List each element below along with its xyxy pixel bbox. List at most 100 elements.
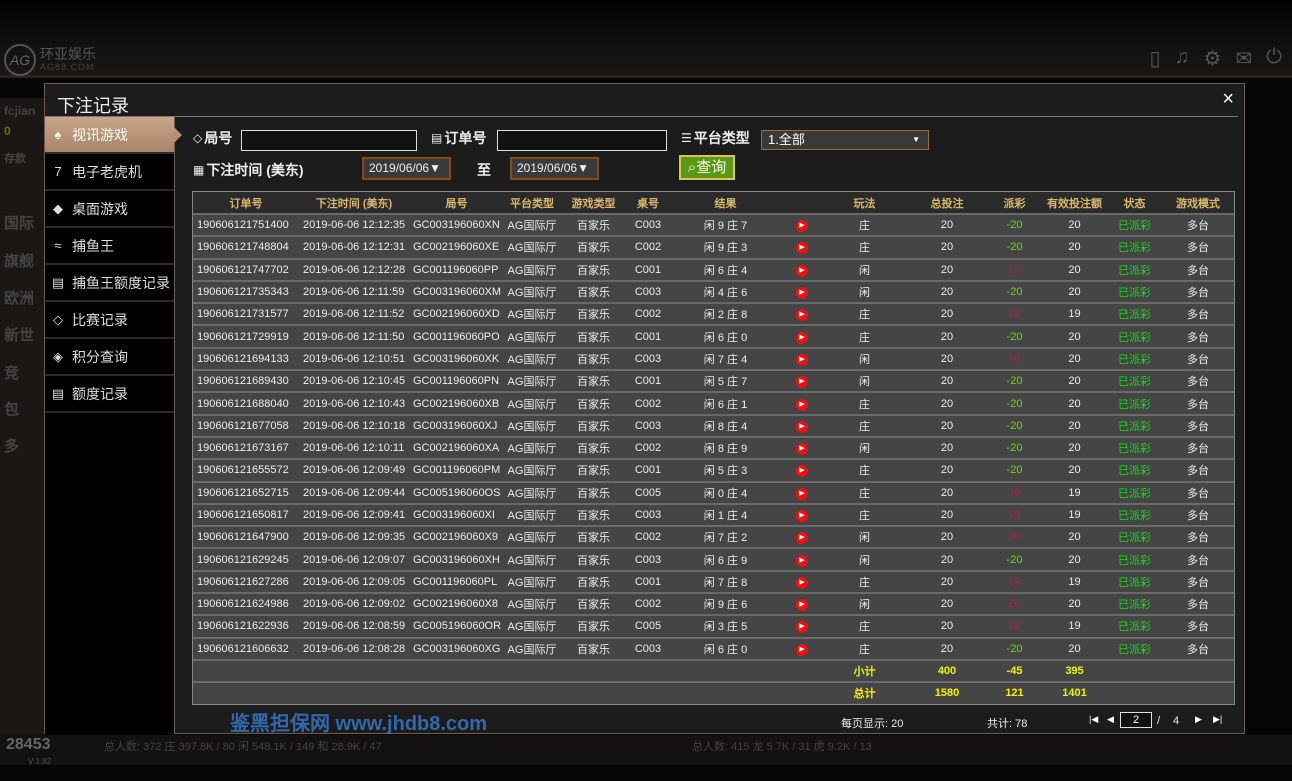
gear-icon[interactable]: ⚙ [1203,48,1222,70]
sidebar-item-label: 电子老虎机 [72,163,142,180]
game-type: 百家乐 [560,480,627,504]
date-to: 2019/06/06 [517,161,578,175]
sidebar-item[interactable]: ▤ 额度记录 [45,376,174,413]
replay-cell: ▶ [782,502,822,527]
table-id: C002 [627,435,669,460]
order-input[interactable] [497,130,667,151]
status: 已派彩 [1107,525,1162,549]
game-type: 百家乐 [560,212,627,237]
column-header: 桌号 [627,192,669,214]
table-id: C001 [627,569,669,594]
payout: 20 [987,257,1042,281]
phone-icon[interactable]: ▯ [1149,48,1161,70]
round-id: GC002196060X8 [409,592,504,616]
table-id: C002 [627,302,669,326]
empty-cell [193,680,822,704]
date-to-picker[interactable]: 2019/06/06▼ [510,157,599,180]
total-bet: 20 [907,413,987,437]
result: 闲 9 庄 3 [669,235,782,259]
total-bet: 20 [907,547,987,571]
sidebar-item[interactable]: ◆ 桌面游戏 [45,191,174,228]
sidebar-item[interactable]: ◇ 比赛记录 [45,302,174,339]
bet-time: 2019-06-06 12:12:28 [299,257,409,281]
play-video-icon[interactable]: ▶ [796,353,808,366]
first-page-icon[interactable]: |◀ [1089,714,1099,724]
play-video-icon[interactable]: ▶ [796,465,808,478]
play-video-icon[interactable]: ▶ [796,264,808,277]
payout: -20 [987,458,1042,482]
chat-icon[interactable]: ✉ [1235,48,1253,70]
bet-time: 2019-06-06 12:11:59 [299,279,409,304]
next-page-icon[interactable]: ▶ [1195,714,1202,724]
play-video-icon[interactable]: ▶ [796,220,808,233]
payout: 20 [987,525,1042,549]
play-video-icon[interactable]: ▶ [796,599,808,612]
prev-page-icon[interactable]: ◀ [1107,714,1114,724]
play-video-icon[interactable]: ▶ [796,376,808,389]
play-video-icon[interactable]: ▶ [796,443,808,456]
order-id: 190606121627286 [193,569,299,594]
platform-select[interactable]: 1.全部 ▼ [761,130,929,150]
total-valid-bet: 1401 [1042,680,1107,704]
play-video-icon[interactable]: ▶ [796,576,808,589]
round-id: GC001196060PP [409,257,504,281]
game-mode: 多台 [1162,279,1234,304]
play-video-icon[interactable]: ▶ [796,331,808,344]
platform: AG国际厅 [504,569,560,594]
sidebar-item[interactable]: ♠ 视讯游戏 [45,117,182,154]
round-input[interactable] [241,130,417,151]
query-button[interactable]: ⌕查询 [679,155,735,180]
page-input[interactable] [1120,712,1152,728]
total-total-bet: 1580 [907,680,987,704]
replay-cell: ▶ [782,324,822,348]
play-video-icon[interactable]: ▶ [796,554,808,567]
play-type: 闲 [822,435,907,460]
order-id: 190606121673167 [193,435,299,460]
play-video-icon[interactable]: ▶ [796,242,808,255]
column-header: 游戏模式 [1162,192,1234,214]
date-from-picker[interactable]: 2019/06/06▼ [362,157,451,180]
play-video-icon[interactable]: ▶ [796,487,808,500]
bet-time: 2019-06-06 12:10:45 [299,369,409,393]
column-header [782,192,822,214]
bg-menu: 竞 [4,365,20,382]
valid-bet: 20 [1042,547,1107,571]
music-icon[interactable]: ♫ [1174,46,1190,68]
play-video-icon[interactable]: ▶ [796,532,808,545]
total-payout: 121 [987,680,1042,704]
game-type: 百家乐 [560,547,627,571]
bet-time: 2019-06-06 12:10:51 [299,346,409,371]
status: 已派彩 [1107,346,1162,371]
play-video-icon[interactable]: ▶ [796,287,808,300]
sidebar-item[interactable]: ◈ 积分查询 [45,339,174,376]
last-page-icon[interactable]: ▶| [1213,714,1223,724]
table-id: C002 [627,235,669,259]
valid-bet: 20 [1042,391,1107,415]
power-icon[interactable]: ⏻ [1266,46,1282,68]
play-video-icon[interactable]: ▶ [796,309,808,322]
sidebar-item[interactable]: 7 电子老虎机 [45,154,174,191]
play-video-icon[interactable]: ▶ [796,420,808,433]
order-id: 190606121748804 [193,235,299,259]
sidebar-item[interactable]: ≈ 捕鱼王 [45,228,174,265]
top-bar: AG 环亚娱乐 AG88.COM ▯ ♫ ⚙ ✉ ⏻ [0,0,1292,78]
status: 已派彩 [1107,369,1162,393]
platform: AG国际厅 [504,614,560,638]
round-id: GC001196060PM [409,458,504,482]
modal-title: 下注记录 [57,96,129,116]
close-icon[interactable]: × [1222,88,1234,110]
play-video-icon[interactable]: ▶ [796,643,808,656]
play-video-icon[interactable]: ▶ [796,510,808,522]
replay-cell: ▶ [782,369,822,393]
play-video-icon[interactable]: ▶ [796,398,808,411]
bet-time: 2019-06-06 12:09:49 [299,458,409,482]
play-video-icon[interactable]: ▶ [796,621,808,634]
sidebar-item[interactable]: ▤ 捕鱼王额度记录 [45,265,174,302]
game-mode: 多台 [1162,547,1234,571]
total-bet: 20 [907,502,987,527]
order-id: 190606121652715 [193,480,299,504]
round-id: GC002196060X9 [409,525,504,549]
game-type: 百家乐 [560,636,627,660]
total-label: 总计 [822,680,907,704]
round-id: GC003196060XH [409,547,504,571]
